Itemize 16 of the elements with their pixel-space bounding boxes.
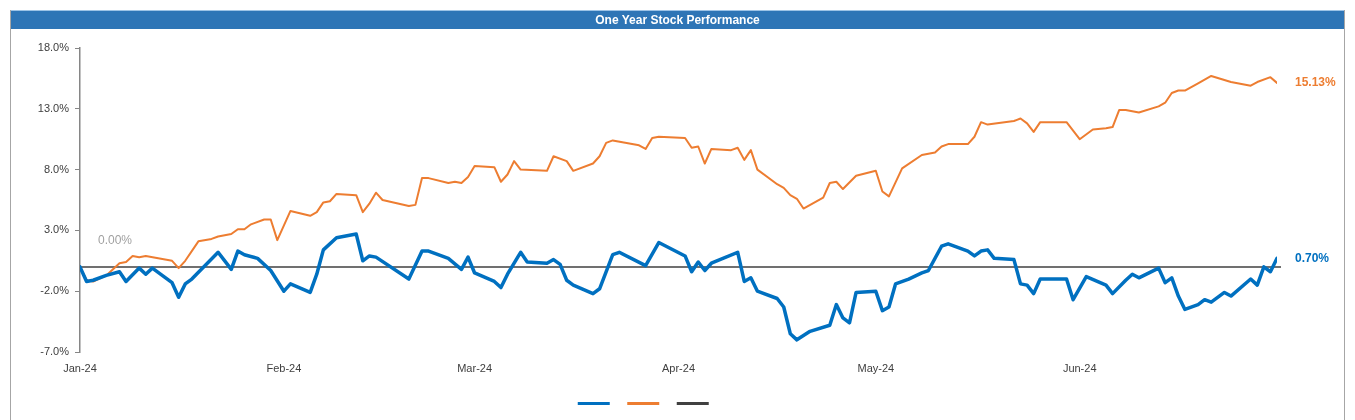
x-tick-label: Jan-24 — [63, 361, 97, 374]
y-tick-label: 3.0% — [43, 223, 70, 236]
x-tick-label: Apr-24 — [661, 361, 696, 374]
y-tick-label: 18.0% — [37, 41, 70, 54]
y-tick-label: -7.0% — [40, 345, 70, 358]
data-label: 0.70% — [1295, 250, 1330, 265]
y-tick-label: 8.0% — [43, 162, 70, 175]
x-tick-label: Mar-24 — [457, 361, 493, 374]
ref-line-label: 0.00% — [98, 233, 133, 248]
x-tick-label: May-24 — [857, 361, 895, 374]
x-tick-label: Jun-24 — [1062, 361, 1097, 374]
y-tick-label: 13.0% — [37, 101, 70, 114]
y-tick-label: -2.0% — [40, 284, 70, 297]
chart-title: One Year Stock Performance — [11, 10, 1344, 29]
data-label: 15.13% — [1295, 75, 1337, 90]
x-tick-label: Feb-24 — [266, 361, 302, 374]
